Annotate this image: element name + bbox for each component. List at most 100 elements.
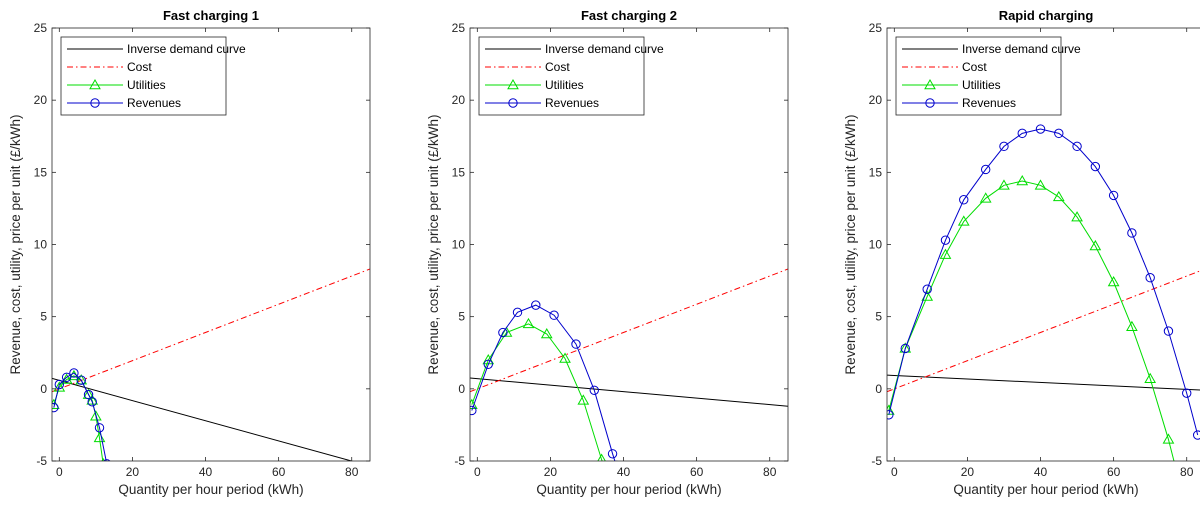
y-tick-label: 5 <box>40 310 47 324</box>
revenue-point <box>52 402 59 413</box>
revenue-point <box>1090 161 1101 172</box>
revenue-point <box>922 284 932 294</box>
legend: Inverse demand curve Cost Utilities Revenue… <box>478 36 664 116</box>
legend-marker <box>507 78 519 90</box>
y-tick-label: 25 <box>869 21 883 35</box>
utility-point <box>1144 372 1157 383</box>
y-tick-label: 0 <box>40 382 47 396</box>
y-tick-label: 0 <box>875 382 882 396</box>
revenue-point <box>470 405 477 416</box>
utility-point <box>957 215 970 226</box>
revenue-point <box>1163 326 1174 336</box>
legend-entry: Utilities <box>545 78 584 92</box>
legend-entry: Cost <box>545 60 570 74</box>
revenue-point <box>54 379 65 390</box>
revenue-point <box>76 375 86 385</box>
legend-marker <box>89 78 101 90</box>
revenue-point <box>512 307 523 318</box>
chart-panel-1: 0 20 40 60 80 -5 0 5 10 15 20 25 Fast charging 1 Quan… <box>8 8 371 497</box>
revenue-point <box>61 372 72 382</box>
y-axis-label: Revenue, cost, utility, price per unit (… <box>8 114 23 374</box>
utility-point <box>939 248 952 259</box>
series-line-revenues <box>888 128 1199 436</box>
y-tick-label: 0 <box>458 382 465 396</box>
y-tick-label: 20 <box>34 93 48 107</box>
series-line-inverse-demand-curve <box>52 377 354 461</box>
y-tick-label: 20 <box>869 93 883 107</box>
revenue-point <box>1108 190 1119 201</box>
x-tick-label: 40 <box>199 465 213 479</box>
y-tick-label: 5 <box>875 310 882 324</box>
utility-point <box>1089 239 1102 251</box>
utility-point <box>540 327 553 339</box>
series-line-cost <box>470 268 788 393</box>
series-line-cost <box>887 270 1200 393</box>
x-tick-label: 60 <box>272 465 286 479</box>
y-tick-label: 15 <box>452 165 466 179</box>
utility-point <box>1126 320 1138 332</box>
revenue-point <box>531 300 541 310</box>
utility-point <box>559 352 571 363</box>
utility-point <box>90 410 102 421</box>
x-axis-label: Quantity per hour period (kWh) <box>536 482 721 497</box>
utility-point <box>86 394 99 405</box>
revenue-point <box>571 339 581 349</box>
legend-entry: Inverse demand curve <box>545 42 664 56</box>
legend-entry: Utilities <box>962 78 1001 92</box>
legend-entry: Revenues <box>127 96 181 110</box>
utility-point <box>522 317 535 329</box>
revenue-point <box>1054 128 1064 139</box>
legend: Inverse demand curve Cost Utilities Revenue… <box>895 36 1081 116</box>
legend-entry: Inverse demand curve <box>127 42 246 56</box>
x-tick-label: 80 <box>1180 465 1194 479</box>
revenue-point <box>980 164 991 175</box>
chart-panel-2: 0 20 40 60 80 -5 0 5 10 15 20 25 Fast charging 2 Quan… <box>426 8 789 497</box>
y-tick-label: -5 <box>36 454 47 468</box>
legend-marker <box>90 98 100 108</box>
utility-point <box>1016 174 1029 186</box>
legend-box <box>895 36 1062 116</box>
x-tick-label: 20 <box>544 465 558 479</box>
x-tick-label: 20 <box>126 465 140 479</box>
revenue-point <box>483 359 493 369</box>
legend-marker <box>924 78 936 90</box>
revenue-point <box>87 397 97 407</box>
series-line-inverse-demand-curve <box>470 377 788 407</box>
legend-entry: Utilities <box>127 78 166 92</box>
x-tick-label: 0 <box>891 465 898 479</box>
y-axis-label: Revenue, cost, utility, price per unit (… <box>426 114 441 374</box>
utility-point <box>577 394 590 405</box>
x-tick-label: 0 <box>56 465 63 479</box>
utility-point <box>1071 211 1083 222</box>
series-line-inverse-demand-curve <box>887 374 1200 391</box>
legend-entry: Cost <box>127 60 152 74</box>
legend-box <box>60 36 227 116</box>
revenue-point <box>1035 124 1046 134</box>
revenue-point <box>1182 388 1192 398</box>
y-axis-label: Revenue, cost, utility, price per unit (… <box>843 114 858 374</box>
utility-point <box>1107 276 1120 287</box>
utility-point <box>1052 190 1065 202</box>
y-tick-label: 25 <box>452 21 466 35</box>
revenue-point <box>887 410 894 420</box>
revenue-point <box>1017 128 1027 139</box>
utility-point <box>93 431 106 443</box>
legend: Inverse demand curve Cost Utilities Revenue… <box>60 36 246 116</box>
y-tick-label: 20 <box>452 93 466 107</box>
x-tick-label: 80 <box>345 465 359 479</box>
revenue-point <box>1072 141 1082 152</box>
revenue-point <box>940 235 951 245</box>
x-tick-label: 60 <box>690 465 704 479</box>
legend-entry: Inverse demand curve <box>962 42 1081 56</box>
chart-title: Fast charging 2 <box>581 8 677 23</box>
revenue-point <box>103 459 111 461</box>
legend-marker <box>508 98 518 108</box>
x-tick-label: 60 <box>1107 465 1121 479</box>
legend-entry: Revenues <box>962 96 1016 110</box>
x-axis-label: Quantity per hour period (kWh) <box>953 482 1138 497</box>
series-line-cost <box>52 268 370 393</box>
x-tick-label: 40 <box>617 465 631 479</box>
utility-point <box>979 192 992 203</box>
